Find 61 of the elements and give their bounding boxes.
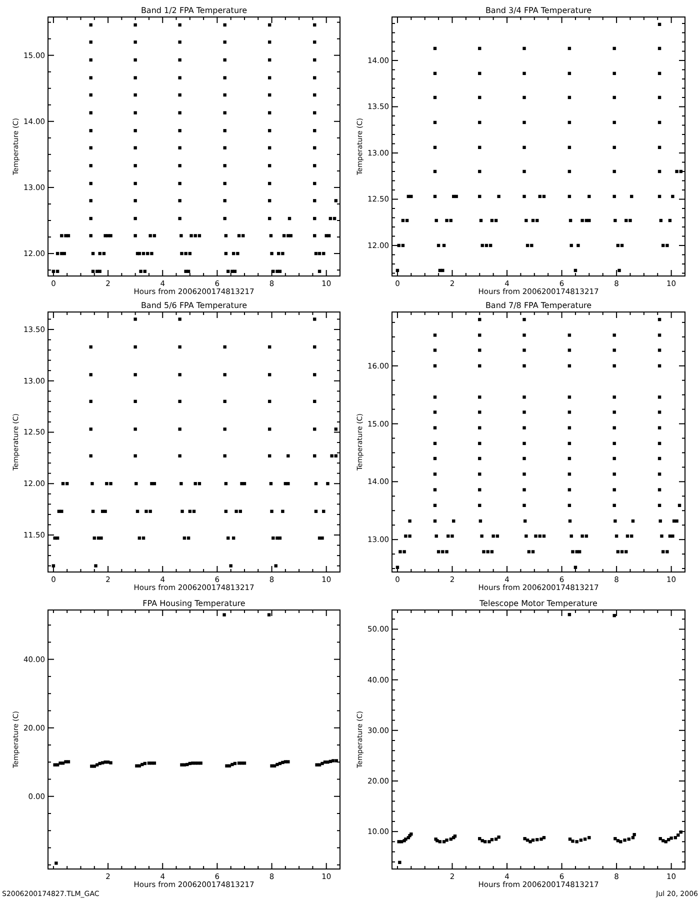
point xyxy=(449,838,452,841)
point xyxy=(526,838,530,842)
point xyxy=(661,839,665,842)
point xyxy=(494,838,498,841)
point xyxy=(64,760,68,764)
point xyxy=(66,760,70,764)
point xyxy=(575,840,578,844)
point xyxy=(230,762,234,766)
point xyxy=(614,837,617,840)
point xyxy=(54,862,58,865)
point xyxy=(616,839,620,842)
point xyxy=(540,838,543,841)
point xyxy=(445,838,448,842)
point xyxy=(480,839,484,842)
chart-title: Band 5/6 FPA Temperature xyxy=(140,301,248,310)
point xyxy=(90,764,94,768)
chart-title: Band 7/8 FPA Temperature xyxy=(485,301,592,310)
point xyxy=(281,760,284,764)
point xyxy=(400,840,404,844)
point xyxy=(222,613,226,616)
point xyxy=(523,837,526,840)
point xyxy=(571,840,574,843)
point xyxy=(588,836,591,840)
point xyxy=(442,840,446,844)
point xyxy=(92,764,96,768)
point xyxy=(632,833,636,836)
point xyxy=(484,840,487,844)
point xyxy=(488,840,491,844)
point xyxy=(531,838,535,842)
point xyxy=(490,838,494,842)
point xyxy=(579,838,583,842)
chart-title: Band 1/2 FPA Temperature xyxy=(140,6,248,15)
point xyxy=(670,836,673,840)
point xyxy=(267,613,271,616)
point xyxy=(276,762,279,766)
point xyxy=(326,760,330,764)
point xyxy=(666,838,670,842)
point xyxy=(536,838,539,842)
point xyxy=(334,759,338,762)
point xyxy=(100,761,104,764)
point xyxy=(676,834,680,837)
point xyxy=(619,840,622,844)
point xyxy=(583,838,587,841)
chart-title: Band 3/4 FPA Temperature xyxy=(485,6,592,15)
point xyxy=(497,836,500,839)
point xyxy=(398,860,402,864)
point xyxy=(397,840,400,844)
point xyxy=(664,840,668,844)
point xyxy=(332,759,335,762)
chart-title: Telescope Motor Temperature xyxy=(478,599,598,608)
chart-title: FPA Housing Temperature xyxy=(142,599,246,608)
point xyxy=(286,760,290,764)
point xyxy=(528,840,532,844)
point xyxy=(438,840,442,844)
point xyxy=(623,838,626,842)
point xyxy=(199,762,202,765)
point xyxy=(627,838,630,841)
point xyxy=(109,761,112,764)
point xyxy=(568,838,572,841)
point xyxy=(186,762,189,766)
point xyxy=(320,762,324,766)
